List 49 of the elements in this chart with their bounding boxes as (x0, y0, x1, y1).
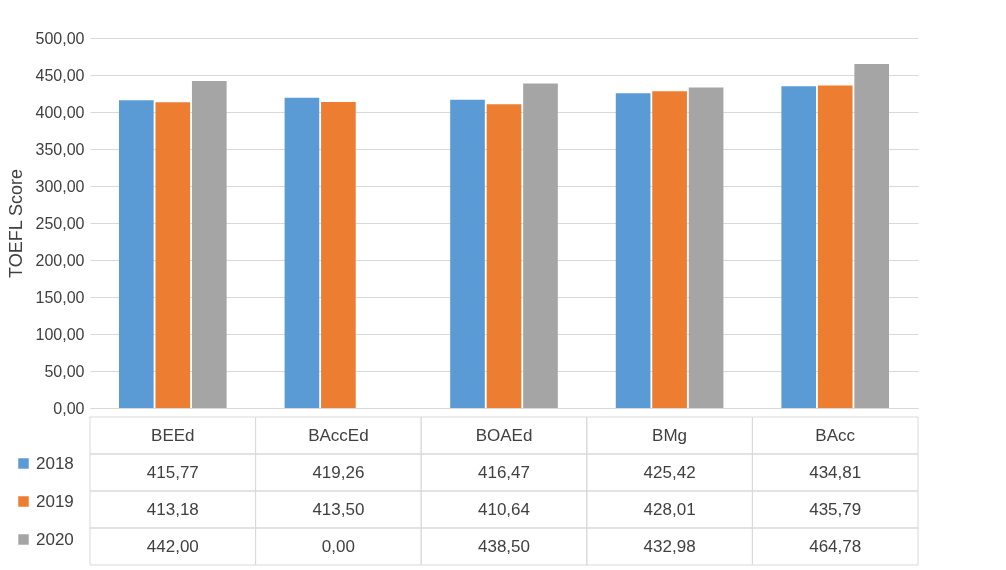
x-tick-label: BOAEd (475, 425, 533, 445)
x-tick-label: BEEd (151, 425, 195, 445)
data-label: 0,00 (321, 536, 355, 556)
x-tick-label: BAcc (815, 425, 856, 445)
data-label: 410,64 (478, 499, 530, 519)
y-axis-title: TOEFL Score (5, 168, 26, 279)
data-label: 416,47 (478, 462, 530, 482)
data-label: 428,01 (643, 499, 696, 519)
bar (817, 85, 853, 408)
data-label: 425,42 (643, 462, 696, 482)
bar (615, 93, 651, 408)
y-tick-label: 100,00 (35, 325, 85, 343)
y-tick-label: 500,00 (35, 29, 85, 47)
x-tick-label: BAccEd (308, 425, 369, 445)
y-tick-label: 250,00 (35, 214, 85, 232)
data-label: 434,81 (809, 462, 862, 482)
data-label: 415,77 (146, 462, 199, 482)
legend-label: 2019 (36, 491, 74, 511)
y-tick-label: 50,00 (44, 362, 85, 380)
y-tick-label: 0,00 (53, 399, 85, 417)
bar (781, 86, 817, 408)
bar (652, 91, 687, 408)
y-tick-label: 400,00 (35, 103, 85, 121)
bar (284, 97, 320, 408)
y-tick-label: 450,00 (35, 66, 85, 84)
legend-label: 2020 (36, 529, 74, 549)
data-label: 432,98 (643, 536, 696, 556)
data-label: 413,18 (146, 499, 199, 519)
x-tick-label: BMg (652, 425, 688, 445)
data-label: 464,78 (809, 536, 862, 556)
bar (450, 99, 485, 408)
bar (688, 87, 724, 408)
data-label: 438,50 (478, 536, 530, 556)
data-label: 442,00 (146, 536, 199, 556)
data-label: 413,50 (312, 499, 365, 519)
bar (155, 102, 191, 408)
legend-label: 2018 (36, 453, 74, 473)
y-tick-label: 200,00 (35, 251, 85, 269)
bar (118, 100, 154, 408)
bar (191, 80, 227, 408)
y-tick-label: 350,00 (35, 140, 85, 158)
y-tick-label: 300,00 (35, 177, 85, 195)
y-tick-label: 150,00 (35, 288, 85, 306)
bar (523, 83, 558, 408)
data-label: 419,26 (312, 462, 365, 482)
bar (854, 64, 890, 408)
bar (321, 102, 356, 408)
bar (486, 104, 522, 408)
data-label: 435,79 (809, 499, 862, 519)
